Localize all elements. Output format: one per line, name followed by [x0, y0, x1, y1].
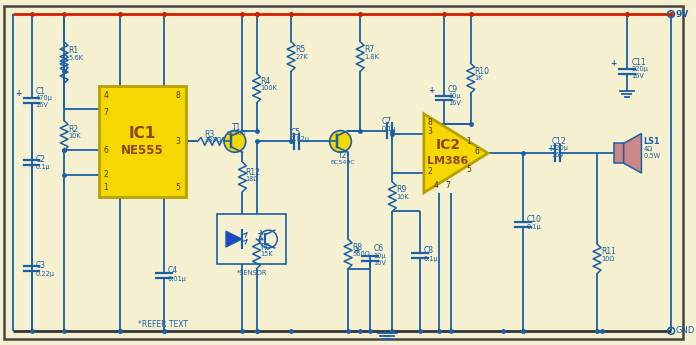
Text: C5: C5 [291, 128, 301, 137]
Text: R6: R6 [260, 243, 271, 252]
Text: +: + [610, 59, 617, 68]
Text: *SENSOR: *SENSOR [237, 270, 267, 276]
Text: 0.22µ: 0.22µ [35, 270, 54, 277]
Text: 0.1µ: 0.1µ [35, 164, 50, 170]
Text: 10µ: 10µ [448, 93, 461, 99]
Text: 16V: 16V [552, 152, 564, 158]
Text: 5: 5 [175, 183, 180, 192]
Text: 560Ω: 560Ω [352, 251, 370, 257]
Text: 1.8K: 1.8K [364, 53, 379, 60]
Text: C1: C1 [35, 87, 45, 96]
Text: R9: R9 [396, 185, 406, 194]
Text: 3: 3 [428, 127, 433, 136]
Text: C4: C4 [168, 266, 178, 275]
Text: C6: C6 [374, 245, 383, 254]
Text: BC549C: BC549C [330, 160, 355, 165]
Text: 0.01µ: 0.01µ [168, 276, 187, 282]
Text: 18Ω: 18Ω [246, 176, 259, 182]
Text: C2: C2 [35, 155, 45, 164]
Text: R2: R2 [68, 125, 78, 134]
Text: 9V: 9V [676, 10, 689, 19]
Text: 1: 1 [466, 137, 471, 146]
Text: 5: 5 [466, 165, 471, 174]
Polygon shape [226, 231, 242, 247]
Text: C12: C12 [552, 137, 567, 146]
Text: R8: R8 [352, 243, 362, 252]
Text: 6: 6 [104, 146, 109, 155]
Text: 3: 3 [175, 137, 180, 146]
Text: +: + [547, 144, 553, 154]
Text: +: + [428, 86, 434, 95]
Text: 0.1µ: 0.1µ [527, 224, 541, 230]
Text: T1: T1 [232, 123, 242, 132]
Text: R7: R7 [364, 45, 374, 54]
Text: 2: 2 [104, 170, 109, 179]
Polygon shape [624, 134, 642, 173]
Text: 10µ: 10µ [374, 253, 386, 259]
Text: 5.6K: 5.6K [68, 55, 83, 60]
Text: 0.1µ: 0.1µ [424, 256, 438, 262]
Text: R3: R3 [204, 130, 214, 139]
Text: 0.02µ: 0.02µ [291, 136, 310, 142]
Text: 10K: 10K [68, 134, 81, 139]
Text: 7: 7 [104, 108, 109, 117]
Text: 4Ω: 4Ω [643, 146, 653, 152]
Text: 16V: 16V [35, 102, 49, 108]
Text: IC1: IC1 [129, 126, 156, 141]
Text: T2: T2 [338, 151, 347, 160]
Circle shape [224, 130, 246, 152]
Text: 1: 1 [104, 183, 109, 192]
Text: 6: 6 [474, 147, 479, 156]
Text: 0.5W: 0.5W [643, 153, 661, 159]
Text: 8: 8 [176, 91, 180, 100]
Text: 15K: 15K [260, 251, 273, 257]
Polygon shape [424, 114, 488, 193]
Text: GND: GND [676, 326, 695, 335]
Text: LM386: LM386 [427, 156, 468, 166]
Text: +: + [354, 246, 360, 255]
Text: C10: C10 [527, 215, 542, 224]
Text: +: + [15, 89, 22, 98]
Text: 4: 4 [104, 91, 109, 100]
Text: 0.1µ: 0.1µ [382, 126, 397, 131]
Text: 16V: 16V [448, 100, 461, 106]
Text: 220µ: 220µ [552, 145, 569, 151]
FancyBboxPatch shape [614, 144, 624, 163]
Text: R4: R4 [260, 77, 271, 86]
Text: R10: R10 [475, 67, 490, 76]
FancyBboxPatch shape [217, 215, 286, 264]
Text: SK100: SK100 [227, 131, 246, 136]
FancyBboxPatch shape [99, 86, 186, 197]
Text: C7: C7 [382, 117, 392, 126]
Text: 10Ω: 10Ω [601, 256, 615, 262]
Text: 2: 2 [428, 167, 432, 176]
FancyBboxPatch shape [4, 6, 683, 339]
Text: 4: 4 [434, 181, 438, 190]
Text: 100K: 100K [260, 85, 278, 91]
Text: 1K: 1K [475, 75, 483, 81]
Text: *REFER TEXT: *REFER TEXT [138, 320, 188, 329]
Text: IC2: IC2 [436, 138, 461, 152]
Text: R1: R1 [68, 46, 78, 55]
Text: 8: 8 [428, 118, 432, 127]
Text: 220µ: 220µ [631, 66, 649, 72]
Text: 10K: 10K [396, 194, 409, 200]
Text: 16V: 16V [374, 260, 386, 266]
Text: 470µ: 470µ [35, 95, 52, 101]
Text: R12: R12 [246, 168, 260, 177]
Text: C11: C11 [631, 58, 647, 67]
Text: 330Ω: 330Ω [204, 137, 221, 144]
Text: R5: R5 [295, 45, 306, 54]
Text: 7: 7 [445, 181, 450, 190]
Circle shape [330, 130, 351, 152]
Text: LS1: LS1 [643, 137, 660, 146]
Text: R11: R11 [601, 247, 616, 256]
Text: C8: C8 [424, 246, 434, 255]
Text: NE555: NE555 [120, 144, 164, 157]
Text: 16V: 16V [631, 73, 644, 79]
Text: 27K: 27K [295, 53, 308, 60]
Text: C9: C9 [448, 85, 458, 93]
Text: C3: C3 [35, 261, 46, 270]
